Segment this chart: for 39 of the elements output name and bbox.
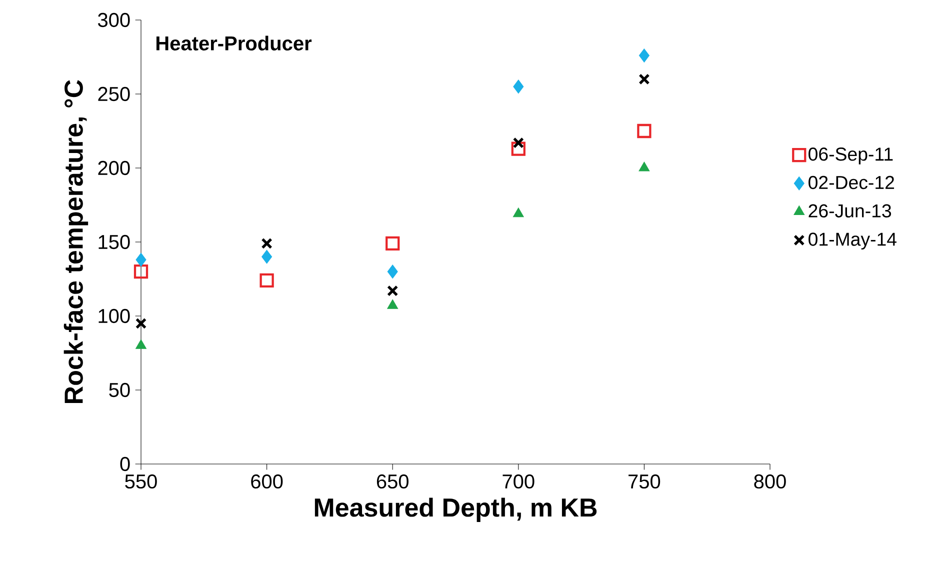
point [638, 48, 650, 62]
y-tick-label: 250 [98, 86, 130, 102]
point [260, 273, 274, 288]
y-tick-label: 0 [120, 456, 130, 472]
point [511, 142, 526, 156]
point [387, 264, 398, 279]
x-tick-label: 650 [376, 474, 408, 489]
point [637, 124, 652, 138]
x-tick-label: 550 [125, 474, 157, 489]
x-tick-label: 700 [502, 474, 534, 489]
point [262, 250, 272, 264]
point [387, 285, 398, 296]
point [513, 80, 524, 94]
point [134, 264, 148, 279]
point [136, 339, 146, 349]
x-tick-label: 750 [628, 474, 660, 489]
point [638, 74, 650, 85]
point [512, 137, 524, 148]
legend-label: 26-Jun-13 [808, 204, 892, 218]
point [136, 252, 146, 267]
text: Heater-Producer [156, 36, 312, 50]
legend-label: 01-May-14 [808, 232, 896, 250]
point [512, 208, 524, 218]
y-tick-label: 150 [98, 234, 130, 250]
y-tick-label: 300 [98, 12, 130, 28]
point [386, 236, 400, 251]
legend-label: 02-Dec-12 [808, 176, 894, 190]
x-tick-label: 600 [251, 474, 283, 489]
x-axis-title: Measured Depth, m KB [314, 498, 597, 522]
y-axis-title: Rock-face temperature, °C [64, 80, 88, 403]
point [135, 318, 147, 329]
legend-label: 06-Sep-11 [808, 148, 893, 164]
point [261, 238, 272, 250]
y-tick-label: 100 [98, 308, 130, 324]
point [387, 299, 398, 309]
y-tick-label: 50 [109, 382, 130, 398]
point [638, 162, 650, 172]
x-tick-label: 800 [754, 474, 786, 489]
y-tick-label: 200 [98, 160, 130, 176]
